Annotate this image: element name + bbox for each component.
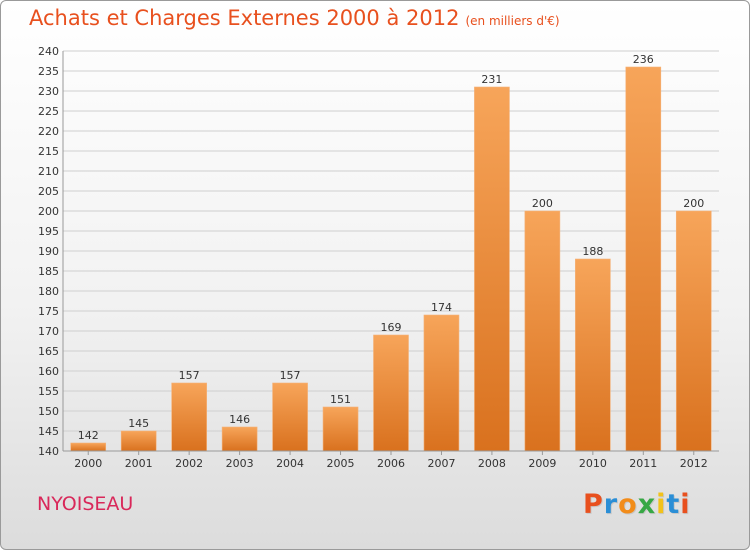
value-label: 200 [532, 197, 553, 210]
bar-2004 [272, 382, 308, 452]
y-tick-label: 215 [38, 145, 59, 158]
y-tick-label: 230 [38, 85, 59, 98]
y-tick-label: 155 [38, 385, 59, 398]
y-tick-label: 185 [38, 265, 59, 278]
x-tick-label: 2004 [276, 457, 304, 470]
bar-2001 [120, 430, 157, 452]
bar-2002 [171, 382, 207, 452]
y-tick-label: 160 [38, 365, 59, 378]
y-axis: 140 145 150 155 160 165 170 175 180 185 190 195 200 2… [38, 45, 64, 458]
y-tick-label: 195 [38, 225, 59, 238]
y-tick-label: 210 [38, 165, 59, 178]
logo-letter: x [637, 489, 657, 520]
logo-letter: P [583, 489, 604, 520]
x-tick-label: 2006 [377, 457, 405, 470]
x-tick-label: 2003 [226, 457, 254, 470]
y-tick-label: 165 [38, 345, 59, 358]
value-label: 142 [78, 429, 99, 442]
y-tick-label: 145 [38, 425, 59, 438]
bar-2008 [474, 86, 510, 452]
bar-2009 [524, 210, 561, 452]
y-tick-label: 225 [38, 105, 59, 118]
value-label: 188 [582, 245, 603, 258]
x-tick-label: 2005 [327, 457, 355, 470]
logo-letter: i [656, 489, 667, 520]
value-label: 157 [179, 369, 200, 382]
y-tick-label: 190 [38, 245, 59, 258]
x-tick-label: 2008 [478, 457, 506, 470]
bar-2000 [70, 442, 107, 452]
bar-2007 [423, 314, 460, 452]
value-label: 146 [229, 413, 250, 426]
chart-subtitle: (en milliers d'€) [465, 14, 560, 28]
x-tick-label: 2007 [427, 457, 455, 470]
bar-2011 [625, 66, 662, 452]
x-axis: 2000 2001 2002 2003 2004 2005 2006 2007 2008 2009… [63, 450, 719, 470]
x-tick-label: 2011 [629, 457, 657, 470]
bars: 142 145 157 146 157 151 169 174 231 200 188 236 200 [70, 53, 712, 452]
x-tick-label: 2010 [579, 457, 607, 470]
bar-2010 [575, 258, 611, 452]
y-tick-label: 180 [38, 285, 59, 298]
bar-2012 [675, 210, 712, 452]
chart-title: Achats et Charges Externes 2000 à 2012 (e… [29, 6, 560, 30]
y-tick-label: 140 [38, 445, 59, 458]
value-label: 157 [280, 369, 301, 382]
proxiti-logo: Proxiti [583, 489, 691, 520]
y-tick-label: 170 [38, 325, 59, 338]
chart-title-text: Achats et Charges Externes 2000 à 2012 [29, 6, 460, 30]
value-label: 200 [683, 197, 704, 210]
bar-2003 [221, 426, 258, 452]
value-label: 151 [330, 393, 351, 406]
value-label: 169 [381, 321, 402, 334]
y-tick-label: 240 [38, 45, 59, 58]
x-tick-label: 2009 [528, 457, 556, 470]
x-tick-label: 2002 [175, 457, 203, 470]
logo-letter: t [666, 489, 681, 520]
logo-letter: o [618, 489, 638, 520]
y-tick-label: 150 [38, 405, 59, 418]
y-tick-label: 200 [38, 205, 59, 218]
value-label: 174 [431, 301, 452, 314]
y-tick-label: 235 [38, 65, 59, 78]
town-name: NYOISEAU [37, 493, 134, 515]
value-label: 236 [633, 53, 654, 66]
bar-2005 [322, 406, 359, 452]
value-label: 145 [128, 417, 149, 430]
x-tick-label: 2001 [125, 457, 153, 470]
logo-letter: i [680, 489, 691, 520]
x-tick-label: 2012 [680, 457, 708, 470]
bar-2006 [373, 334, 409, 452]
y-tick-label: 205 [38, 185, 59, 198]
logo-letter: r [603, 489, 619, 520]
y-tick-label: 220 [38, 125, 59, 138]
x-tick-label: 2000 [74, 457, 102, 470]
value-label: 231 [481, 73, 502, 86]
y-tick-label: 175 [38, 305, 59, 318]
